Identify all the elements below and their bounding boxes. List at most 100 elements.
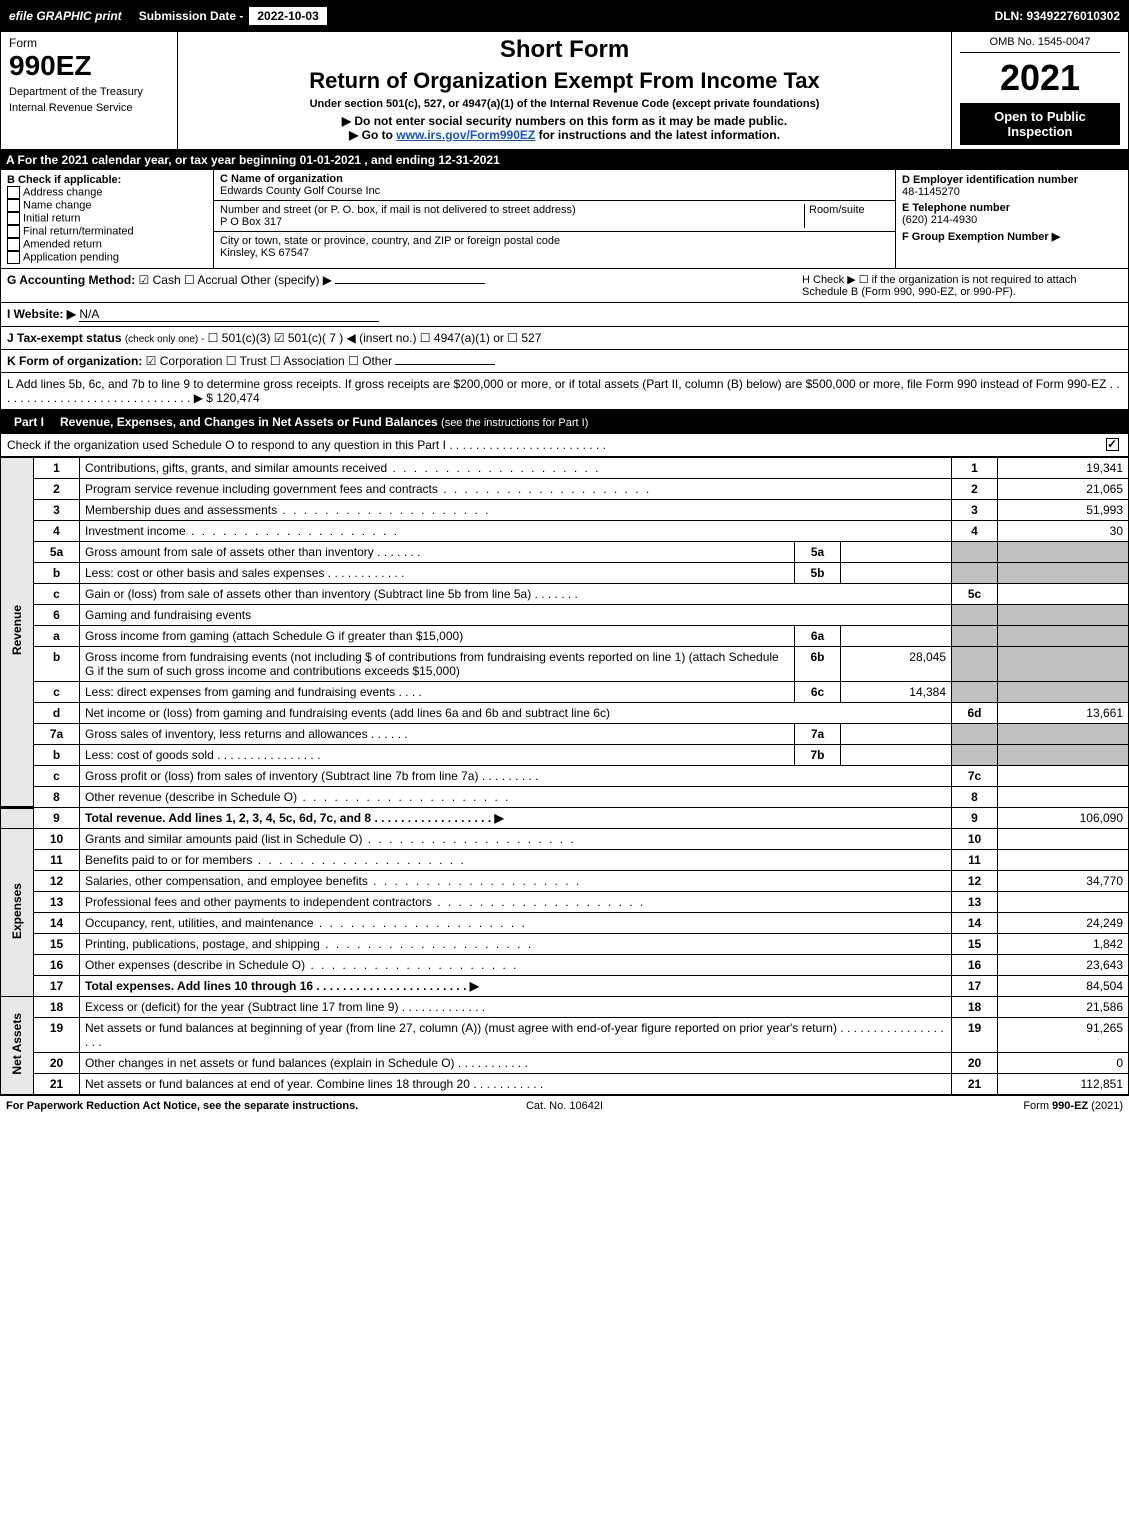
line-8-val: [998, 787, 1129, 808]
line-6a-desc: Gross income from gaming (attach Schedul…: [80, 626, 795, 647]
line-5c-val: [998, 584, 1129, 605]
checkbox-name-change[interactable]: Name change: [7, 199, 207, 212]
line-7b-desc: Less: cost of goods sold: [85, 748, 214, 762]
dept-treasury: Department of the Treasury: [9, 86, 169, 98]
line-9-desc: Total revenue. Add lines 1, 2, 3, 4, 5c,…: [85, 811, 504, 825]
line-5b-shaded-val: [998, 563, 1129, 584]
submission-date-label: Submission Date - 2022-10-03: [131, 1, 338, 31]
checkbox-application-pending[interactable]: Application pending: [7, 251, 207, 264]
line-7a-desc: Gross sales of inventory, less returns a…: [85, 727, 368, 741]
line-6c-desc: Less: direct expenses from gaming and fu…: [85, 685, 395, 699]
line-6-desc: Gaming and fundraising events: [80, 605, 952, 626]
irs-link[interactable]: www.irs.gov/Form990EZ: [396, 128, 535, 142]
line-18-num: 18: [34, 997, 80, 1018]
checkbox-final-return[interactable]: Final return/terminated: [7, 225, 207, 238]
line-6b-shaded: [952, 647, 998, 682]
line-5c-desc: Gain or (loss) from sale of assets other…: [85, 587, 531, 601]
line-2-desc: Program service revenue including govern…: [85, 482, 438, 496]
line-4-num: 4: [34, 521, 80, 542]
line-5a-shaded-val: [998, 542, 1129, 563]
schedule-b-check: H Check ▶ ☐ if the organization is not r…: [802, 273, 1122, 298]
line-8-num: 8: [34, 787, 80, 808]
netassets-vertical-label: Net Assets: [1, 997, 34, 1095]
footer-cat-no: Cat. No. 10642I: [378, 1100, 750, 1112]
row-j-tax-exempt: J Tax-exempt status (check only one) - ☐…: [0, 327, 1129, 350]
row-l-gross-receipts: L Add lines 5b, 6c, and 7b to line 9 to …: [0, 373, 1129, 410]
row-k-form-org: K Form of organization: ☑ Corporation ☐ …: [0, 350, 1129, 373]
line-14-num: 14: [34, 913, 80, 934]
expenses-vertical-label: Expenses: [1, 829, 34, 997]
top-bar-spacer: [338, 1, 987, 31]
line-5b-shaded: [952, 563, 998, 584]
line-7b-shaded: [952, 745, 998, 766]
revenue-spacer: [1, 808, 34, 829]
phone-label: E Telephone number: [902, 202, 1122, 214]
website-value: N/A: [79, 307, 379, 322]
footer-paperwork-notice: For Paperwork Reduction Act Notice, see …: [6, 1100, 378, 1112]
k-label: K Form of organization:: [7, 354, 142, 368]
line-4-box: 4: [952, 521, 998, 542]
line-5b-desc: Less: cost or other basis and sales expe…: [85, 566, 324, 580]
line-18-desc: Excess or (deficit) for the year (Subtra…: [85, 1000, 398, 1014]
line-16-val: 23,643: [998, 955, 1129, 976]
city-label: City or town, state or province, country…: [220, 235, 560, 247]
line-9-box: 9: [952, 808, 998, 829]
line-19-val: 91,265: [998, 1018, 1129, 1053]
form-number: 990EZ: [9, 50, 169, 82]
note2-post: for instructions and the latest informat…: [539, 128, 780, 142]
line-11-val: [998, 850, 1129, 871]
line-7a-midval: [841, 724, 952, 745]
line-10-num: 10: [34, 829, 80, 850]
website-label: I Website: ▶: [7, 307, 76, 321]
line-2-num: 2: [34, 479, 80, 500]
line-7c-val: [998, 766, 1129, 787]
line-11-box: 11: [952, 850, 998, 871]
l-value: 120,474: [216, 391, 259, 405]
section-def: D Employer identification number 48-1145…: [896, 170, 1128, 268]
line-13-val: [998, 892, 1129, 913]
line-7b-midval: [841, 745, 952, 766]
checkbox-initial-return[interactable]: Initial return: [7, 212, 207, 225]
accounting-method: G Accounting Method: ☑ Cash ☐ Accrual Ot…: [7, 273, 802, 298]
line-1-desc: Contributions, gifts, grants, and simila…: [85, 461, 387, 475]
line-14-desc: Occupancy, rent, utilities, and maintena…: [85, 916, 314, 930]
line-6a-shaded: [952, 626, 998, 647]
line-21-desc: Net assets or fund balances at end of ye…: [85, 1077, 470, 1091]
line-12-num: 12: [34, 871, 80, 892]
line-11-desc: Benefits paid to or for members: [85, 853, 252, 867]
checkbox-amended-return[interactable]: Amended return: [7, 238, 207, 251]
line-7c-desc: Gross profit or (loss) from sales of inv…: [85, 769, 478, 783]
line-10-desc: Grants and similar amounts paid (list in…: [85, 832, 362, 846]
line-9-val: 106,090: [998, 808, 1129, 829]
line-19-box: 19: [952, 1018, 998, 1053]
line-14-val: 24,249: [998, 913, 1129, 934]
submission-date-value: 2022-10-03: [247, 5, 328, 27]
part-i-label: Part I: [6, 413, 52, 431]
line-6c-midval: 14,384: [841, 682, 952, 703]
line-1-val: 19,341: [998, 458, 1129, 479]
j-sub: (check only one) -: [125, 334, 204, 345]
addr-label: Number and street (or P. O. box, if mail…: [220, 204, 576, 216]
line-16-num: 16: [34, 955, 80, 976]
line-3-val: 51,993: [998, 500, 1129, 521]
line-15-val: 1,842: [998, 934, 1129, 955]
short-form-title: Short Form: [186, 36, 943, 64]
line-6d-val: 13,661: [998, 703, 1129, 724]
phone-value: (620) 214-4930: [902, 214, 1122, 226]
part-i-check-line: Check if the organization used Schedule …: [0, 434, 1129, 457]
open-to-public: Open to Public Inspection: [960, 103, 1120, 145]
efile-graphic-print[interactable]: efile GRAPHIC print: [1, 1, 131, 31]
line-5c-num: c: [34, 584, 80, 605]
group-exemption-label: F Group Exemption Number ▶: [902, 230, 1122, 243]
line-21-val: 112,851: [998, 1074, 1129, 1095]
line-5a-num: 5a: [34, 542, 80, 563]
g-options: ☑ Cash ☐ Accrual Other (specify) ▶: [139, 273, 332, 287]
schedule-o-checkbox[interactable]: [1106, 438, 1119, 451]
ein-value: 48-1145270: [902, 186, 1122, 198]
line-5a-midlabel: 5a: [795, 542, 841, 563]
section-b-label: B Check if applicable:: [7, 174, 207, 186]
line-7b-num: b: [34, 745, 80, 766]
line-5c-box: 5c: [952, 584, 998, 605]
checkbox-address-change[interactable]: Address change: [7, 186, 207, 199]
line-8-box: 8: [952, 787, 998, 808]
